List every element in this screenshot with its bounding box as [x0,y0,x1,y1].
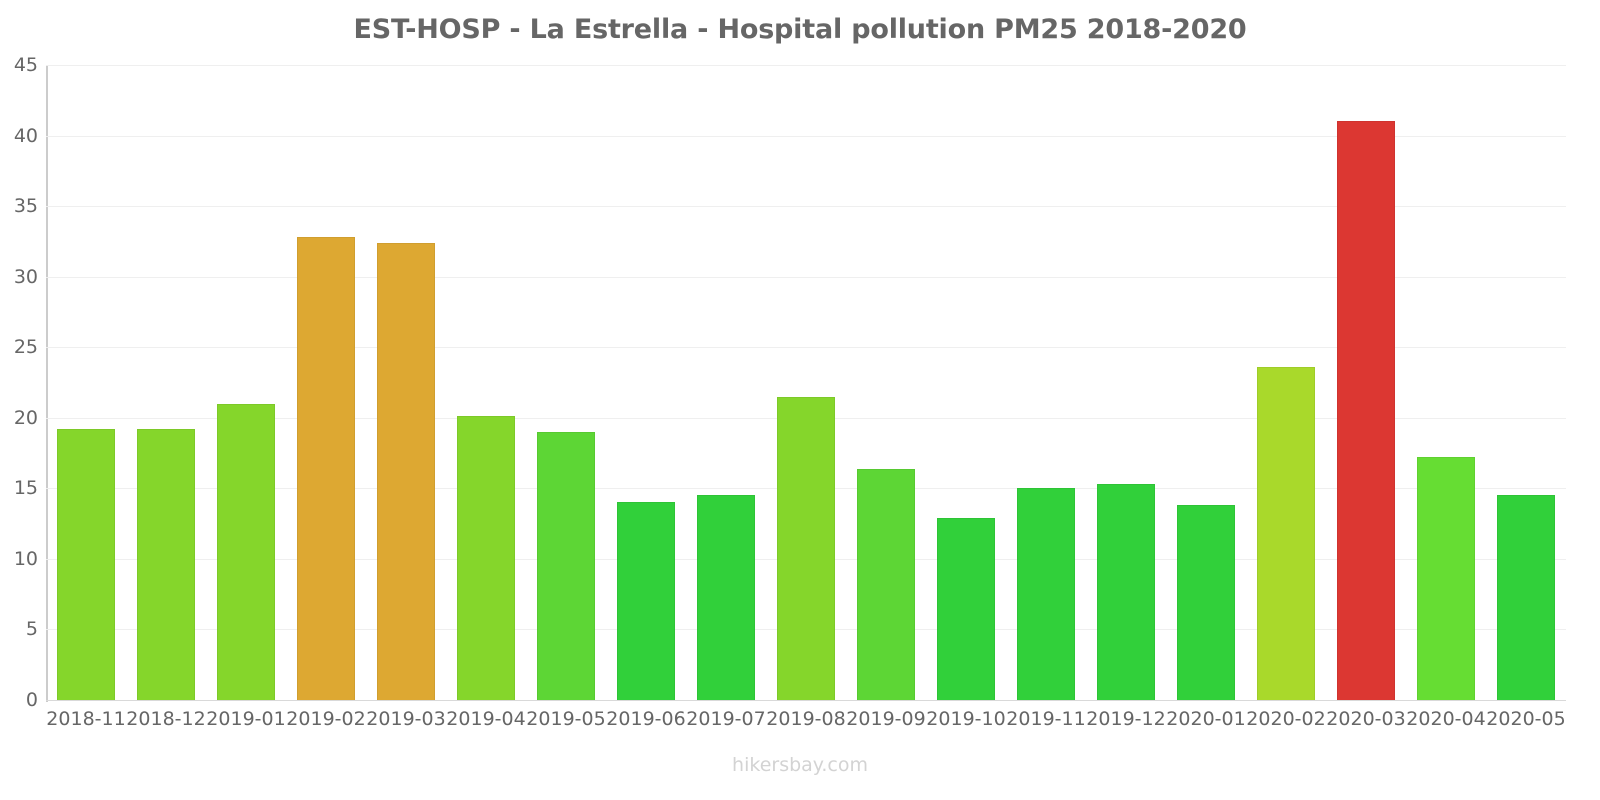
y-axis-tick-labels: 0 5 10 15 20 25 30 35 40 45 [0,0,38,800]
y-axis-tick-label: 40 [13,124,38,147]
x-axis-tick-label: 2019-01 [206,708,286,730]
plot-area [46,65,1566,701]
bar-slot[interactable] [937,65,995,700]
x-axis-tick-label: 2020-02 [1246,708,1326,730]
bar[interactable] [697,495,755,700]
bar[interactable] [617,502,675,700]
y-axis-tick-label: 20 [13,406,38,429]
bar-slot[interactable] [537,65,595,700]
bar[interactable] [1497,495,1555,700]
bar-slot[interactable] [1497,65,1555,700]
bar-series [46,65,1566,700]
bar[interactable] [57,429,115,700]
gridline [46,276,1566,278]
chart-title: EST-HOSP - La Estrella - Hospital pollut… [353,14,1247,45]
footer-credit: hikersbay.com [732,754,868,776]
y-axis-tick-label: 10 [13,547,38,570]
bar-slot[interactable] [217,65,275,700]
bar-slot[interactable] [137,65,195,700]
x-axis-tick-label: 2019-06 [606,708,686,730]
bar-slot[interactable] [1337,65,1395,700]
bar[interactable] [457,416,515,700]
bar[interactable] [1337,121,1395,700]
x-axis-tick-label: 2019-02 [286,708,366,730]
bar-slot[interactable] [57,65,115,700]
bar-slot[interactable] [1417,65,1475,700]
bar[interactable] [377,242,435,700]
bar-slot[interactable] [377,65,435,700]
bar[interactable] [1257,366,1315,700]
x-axis-tick-label: 2019-03 [366,708,446,730]
gridline [46,135,1566,137]
x-axis-tick-label: 2019-05 [526,708,606,730]
y-axis-tick-label: 25 [13,336,38,359]
bar-slot[interactable] [697,65,755,700]
x-axis-tick-label: 2019-04 [446,708,526,730]
x-axis-tick-label: 2020-05 [1486,708,1566,730]
bar[interactable] [217,403,275,700]
x-axis-tick-label: 2019-12 [1086,708,1166,730]
bar-slot[interactable] [1257,65,1315,700]
bar-slot[interactable] [1097,65,1155,700]
gridline [46,65,1566,66]
y-axis-tick-label: 35 [13,195,38,218]
x-axis-tick-label: 2018-11 [46,708,126,730]
bar[interactable] [137,429,195,700]
x-axis-tick-label: 2019-11 [1006,708,1086,730]
bar[interactable] [857,468,915,700]
bar[interactable] [297,237,355,700]
x-axis-tick-label: 2020-01 [1166,708,1246,730]
bar[interactable] [937,517,995,700]
bar-slot[interactable] [457,65,515,700]
bar[interactable] [1177,505,1235,700]
gridline [46,206,1566,208]
y-axis-tick-label: 5 [25,618,38,641]
bar[interactable] [1097,484,1155,700]
x-axis-tick-label: 2019-08 [766,708,846,730]
y-axis-line [46,65,48,702]
bar-slot[interactable] [857,65,915,700]
bar[interactable] [1017,488,1075,700]
x-axis-tick-label: 2019-09 [846,708,926,730]
x-axis-tick-label: 2019-07 [686,708,766,730]
gridline [46,700,1566,701]
bar[interactable] [777,396,835,700]
x-axis-tick-label: 2020-03 [1326,708,1406,730]
x-axis-tick-label: 2019-10 [926,708,1006,730]
bar-slot[interactable] [1177,65,1235,700]
y-axis-tick-label: 0 [25,689,38,711]
gridline [46,347,1566,349]
y-axis-tick-label: 15 [13,477,38,500]
x-axis-tick-label: 2018-12 [126,708,206,730]
y-axis-tick-label: 45 [13,54,38,76]
bar-slot[interactable] [777,65,835,700]
bar-slot[interactable] [297,65,355,700]
bar-slot[interactable] [617,65,675,700]
bar[interactable] [1417,457,1475,700]
bar-slot[interactable] [1017,65,1075,700]
x-axis-tick-label: 2020-04 [1406,708,1486,730]
x-axis-tick-labels: 2018-11 2018-12 2019-01 2019-02 2019-03 2019-… [46,708,1566,742]
y-axis-tick-label: 30 [13,265,38,288]
bar[interactable] [537,431,595,700]
